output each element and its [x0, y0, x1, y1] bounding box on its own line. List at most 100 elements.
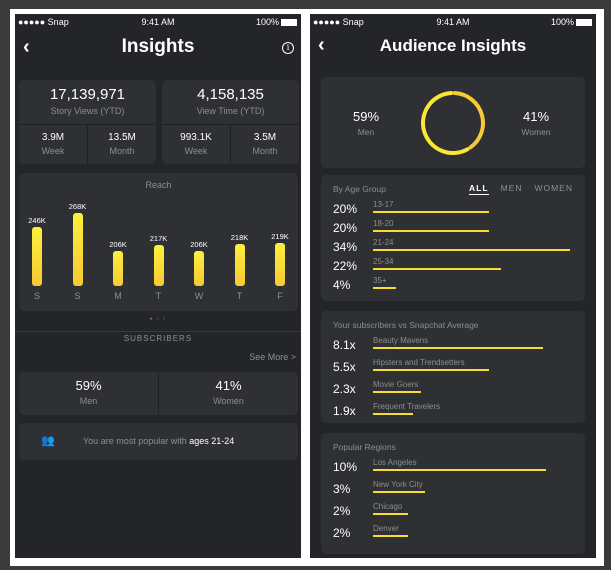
list-item[interactable]: 2% Denver [333, 523, 573, 543]
list-item[interactable]: 1.9x Frequent Travelers [333, 401, 573, 421]
see-more-link[interactable]: See More > [249, 352, 296, 362]
row-value: 20% [333, 221, 358, 235]
story-views-card: 17,139,971 Story Views (YTD) 3.9M Week 13… [19, 80, 156, 164]
reach-bar [275, 243, 285, 286]
back-button[interactable]: ‹ [23, 36, 30, 58]
row-bar [373, 413, 413, 415]
popular-regions-card: Popular Regions 10% Los Angeles 3% New York… [321, 433, 585, 554]
row-label: Movie Goers [373, 380, 419, 389]
reach-bar-label: 218K [230, 232, 249, 242]
men-label: Men [79, 396, 98, 406]
day-label: S [33, 291, 40, 301]
row-label: Beauty Mavens [373, 336, 429, 345]
list-item[interactable]: 22% 25-34 [333, 256, 573, 276]
month-label: Month [109, 146, 135, 156]
list-item[interactable]: 4% 35+ [333, 275, 573, 295]
status-bar: ●●●●● Snap 9:41 AM 100% [15, 17, 301, 31]
battery-percent: 100% [255, 17, 279, 27]
women-value: 41% [215, 378, 242, 393]
divider [15, 331, 301, 332]
reach-bar [113, 251, 123, 286]
tab-all[interactable]: ALL [469, 183, 489, 195]
reach-bar [194, 251, 204, 286]
reach-bar-label: 217K [149, 233, 168, 243]
page-title: Audience Insights [379, 36, 527, 55]
chart-title: Reach [145, 180, 172, 190]
tab-men[interactable]: MEN [500, 183, 523, 193]
row-label: 18-20 [373, 219, 394, 228]
women-label: Women [213, 396, 244, 406]
list-item[interactable]: 34% 21-24 [333, 237, 573, 257]
list-item[interactable]: 20% 18-20 [333, 218, 573, 238]
reach-bar-label: 246K [28, 215, 46, 225]
battery: 100% [551, 17, 592, 27]
row-label: Hipsters and Trendsetters [373, 358, 465, 367]
subscribers-heading: SUBSCRIBERS [123, 334, 193, 343]
row-bar [373, 230, 489, 232]
row-bar [373, 491, 425, 493]
view-time-label: View Time (YTD) [196, 106, 265, 116]
row-bar [373, 347, 544, 349]
status-bar: ●●●●● Snap 9:41 AM 100% [310, 17, 596, 31]
battery: 100% [256, 17, 297, 27]
list-item[interactable]: 2% Chicago [333, 501, 573, 521]
list-item[interactable]: 8.1x Beauty Mavens [333, 335, 573, 355]
week-label: Week [41, 146, 65, 156]
reach-bar [153, 244, 164, 286]
story-views-label: Story Views (YTD) [50, 106, 125, 116]
row-label: 25-34 [373, 257, 394, 266]
popular-age: ages 21-24 [189, 436, 235, 446]
group-icon: 👥 [41, 435, 55, 447]
row-bar [373, 211, 489, 213]
reach-bar [32, 226, 42, 286]
row-label: 13-17 [373, 200, 394, 209]
reach-bar-label: 268K [68, 202, 87, 211]
day-label: T [236, 291, 243, 301]
list-item[interactable]: 2.3x Movie Goers [333, 379, 573, 399]
week-value: 993.1K [180, 132, 212, 143]
row-label: Denver [373, 524, 399, 533]
page-title: Insights [121, 36, 195, 57]
men-value: 59% [75, 378, 102, 393]
back-button[interactable]: ‹ [318, 34, 325, 56]
row-label: Chicago [373, 502, 403, 511]
row-value: 20% [333, 202, 358, 216]
gender-donut-card: 59% Men 41% Women [321, 77, 585, 168]
popular-prefix: You are most popular with [83, 436, 190, 446]
men-arc [421, 91, 470, 155]
reach-bar [72, 213, 83, 286]
list-item[interactable]: 5.5x Hipsters and Trendsetters [333, 357, 573, 377]
women-arc [452, 91, 485, 150]
row-value: 8.1x [333, 338, 356, 352]
battery-icon [576, 19, 592, 27]
page-indicator[interactable]: ● ○ ○ [149, 316, 167, 322]
carrier: ●●●●● Snap [313, 17, 364, 27]
clock: 9:41 AM [141, 17, 175, 27]
reach-chart[interactable]: Reach 246K S 268K S 206K M 217K T 206K W 218K T 219K… [19, 173, 298, 311]
view-time-card: 4,158,135 View Time (YTD) 993.1K Week 3.5… [162, 80, 299, 164]
reach-bar [234, 243, 245, 286]
row-label: New York City [373, 480, 423, 489]
day-label: W [194, 291, 204, 301]
row-bar [373, 268, 501, 270]
reach-bar-label: 206K [109, 240, 127, 250]
age-header: By Age Group [333, 184, 386, 194]
women-value: 41% [522, 109, 550, 124]
popular-card[interactable]: 👥 You are most popular with ages 21-24 [19, 423, 298, 460]
men-value: 59% [352, 109, 380, 124]
info-icon[interactable]: i [282, 42, 294, 54]
tab-women[interactable]: WOMEN [534, 183, 573, 193]
row-value: 34% [333, 240, 358, 254]
list-item[interactable]: 20% 13-17 [333, 199, 573, 219]
week-label: Week [184, 146, 208, 156]
row-bar [373, 469, 546, 471]
reach-bar-label: 219K [271, 232, 289, 242]
row-label: Frequent Travelers [373, 402, 441, 411]
list-item[interactable]: 3% New York City [333, 479, 573, 499]
row-value: 2.3x [333, 382, 356, 396]
reach-bar-label: 206K [190, 240, 208, 250]
day-label: F [277, 291, 283, 301]
audience-insights-screen: ●●●●● Snap 9:41 AM 100% ‹ Audience Insig… [310, 14, 596, 558]
row-bar [373, 369, 489, 371]
list-item[interactable]: 10% Los Angeles [333, 457, 573, 477]
